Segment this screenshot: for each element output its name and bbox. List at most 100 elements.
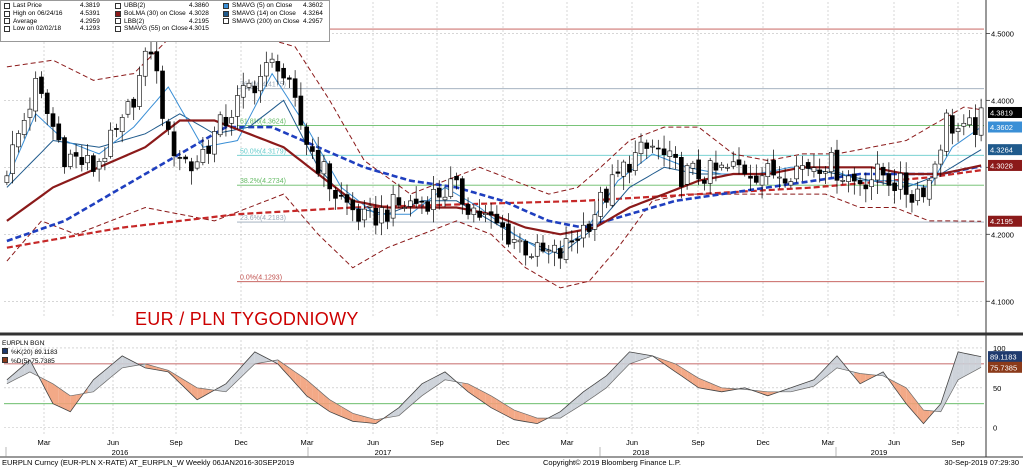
- legend-value: 4.1293: [80, 25, 100, 33]
- candle-body: [529, 256, 534, 258]
- sma55-line: [6, 125, 982, 243]
- legend-label: SMAVG (200) on Close: [232, 17, 300, 25]
- candle-body: [921, 187, 926, 198]
- candle-body: [846, 175, 851, 182]
- price-tag: 4.3264: [988, 144, 1022, 156]
- stoch-legend-label: %K(20) 89.1183: [11, 349, 58, 356]
- candle-body: [944, 112, 949, 152]
- stoch-fill: [289, 367, 296, 384]
- stoch-fill: [865, 374, 872, 381]
- legend-item: High on 06/24/16 4.5391: [4, 10, 114, 18]
- stoch-fill: [87, 379, 94, 393]
- candle-body: [165, 121, 171, 130]
- stoch-fill: [669, 361, 676, 372]
- candle-body: [258, 76, 263, 92]
- stoch-fill: [594, 379, 601, 396]
- stoch-fill: [958, 351, 964, 380]
- candle-body: [523, 240, 529, 256]
- price-tag-bg: [988, 215, 1022, 227]
- candle-body: [909, 194, 915, 203]
- candle-body: [408, 200, 413, 207]
- stoch-fill: [894, 381, 901, 396]
- candle-body: [16, 133, 21, 148]
- stoch-fill: [566, 401, 572, 415]
- legend-value: 4.2957: [303, 17, 323, 25]
- stoch-fill: [29, 359, 36, 375]
- candle-body: [119, 117, 125, 133]
- price-tag: 4.3028: [988, 159, 1022, 171]
- price-tag-bg: [988, 159, 1022, 171]
- x-month-label: Mar: [38, 438, 51, 447]
- stoch-fill: [427, 377, 434, 392]
- stoch-fill: [767, 391, 774, 396]
- candle-body: [834, 149, 840, 181]
- candle-body: [413, 198, 419, 204]
- price-tick-label: 4.1000: [991, 297, 1014, 306]
- stoch-fill: [491, 395, 497, 411]
- candle-body: [973, 117, 978, 135]
- candle-body: [707, 160, 713, 184]
- stoch-fill: [335, 403, 342, 417]
- stoch-fill: [41, 377, 48, 393]
- candle-body: [477, 210, 482, 218]
- stoch-fill: [952, 351, 959, 391]
- candle-body: [604, 188, 609, 203]
- legend-value: 4.3819: [80, 2, 100, 9]
- stoch-fill: [12, 369, 19, 381]
- legend-col-1: Last Price 4.3819 High on 06/24/16 4.5391 Av…: [4, 2, 114, 33]
- legend-label: UBB(2): [124, 2, 146, 9]
- candle-body: [650, 145, 655, 148]
- stoch-fill: [99, 370, 105, 387]
- candle-body: [4, 175, 10, 183]
- candle-body: [857, 180, 863, 184]
- stoch-fill: [519, 412, 526, 422]
- candle-body: [125, 101, 131, 115]
- candle-body: [448, 178, 454, 197]
- candle-body: [142, 50, 148, 77]
- candle-body: [212, 131, 217, 155]
- candle-body: [805, 162, 811, 169]
- x-month-label: Dec: [234, 438, 248, 447]
- legend-swatch: [4, 26, 10, 33]
- stoch-fill: [127, 358, 134, 367]
- stoch-fill: [940, 386, 947, 412]
- candle-body: [898, 172, 903, 190]
- price-tag-text: 4.2195: [990, 217, 1013, 226]
- stoch-legend: EURPLN BGN %K(20) 89.1183 %D(5) 75.7385: [2, 340, 58, 366]
- stoch-fill: [110, 360, 117, 378]
- stoch-fill: [963, 353, 970, 377]
- stoch-fill: [462, 382, 469, 392]
- candle-body: [229, 117, 235, 124]
- candle-body: [102, 157, 108, 162]
- stoch-tag-text: 75.7385: [990, 363, 1017, 372]
- candle-body: [275, 61, 281, 72]
- stoch-fill: [352, 413, 359, 422]
- legend-item: SMAVG (14) on Close 4.3264: [223, 10, 329, 18]
- stoch-fill: [514, 410, 520, 421]
- stoch-legend-item: %D(5) 75.7385: [2, 357, 58, 366]
- candle-body: [189, 161, 194, 172]
- stoch-fill: [185, 380, 192, 395]
- stoch-fill: [174, 373, 180, 384]
- stoch-fill: [58, 387, 65, 410]
- sma200-line: [6, 169, 982, 249]
- price-tick-label: 4.5000: [991, 29, 1014, 38]
- candle-body: [315, 149, 321, 174]
- candle-body: [552, 244, 557, 253]
- stoch-fill: [254, 351, 261, 364]
- candle-body: [557, 248, 563, 259]
- stoch-fill: [116, 355, 123, 373]
- x-year-label: 2016: [112, 448, 129, 457]
- fib-level-label: 0.0%(4.1293): [240, 275, 282, 282]
- candle-body: [385, 209, 390, 222]
- candle-body: [292, 78, 298, 98]
- candle-body: [304, 126, 309, 145]
- price-tag-bg: [988, 106, 1022, 118]
- candle-body: [494, 213, 500, 224]
- candle-body: [788, 181, 794, 186]
- price-tick-label: 4.4000: [991, 96, 1014, 105]
- x-month-label: Sep: [430, 438, 443, 447]
- stoch-fill: [785, 387, 791, 392]
- candle-body: [800, 165, 805, 170]
